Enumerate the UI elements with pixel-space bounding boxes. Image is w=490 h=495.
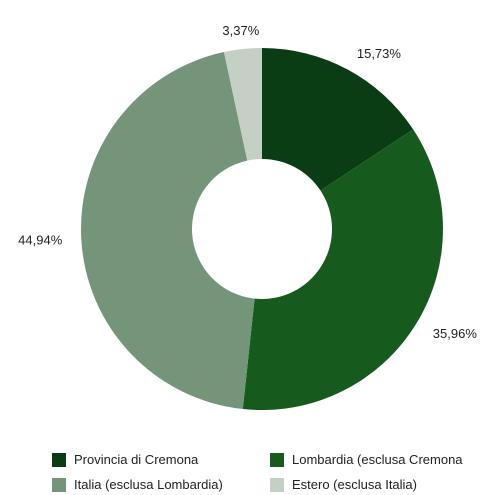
legend-item-lombardia[interactable]: Lombardia (esclusa Cremona [270,452,490,467]
legend-swatch-provincia-di-cremona [52,452,66,467]
legend: Provincia di Cremona Lombardia (esclusa … [52,452,490,492]
slice-estero[interactable] [223,48,262,161]
data-label-italia: 44,94% [18,233,63,248]
data-label-estero: 3,37% [222,23,259,38]
legend-label-provincia-di-cremona: Provincia di Cremona [74,452,199,467]
legend-swatch-estero [270,477,284,492]
donut-chart: 15,73% 35,96% 44,94% 3,37% [18,23,478,411]
slice-provincia-di-cremona[interactable] [262,48,414,191]
legend-item-italia[interactable]: Italia (esclusa Lombardia) [52,477,270,492]
legend-item-provincia-di-cremona[interactable]: Provincia di Cremona [52,452,270,467]
slice-lombardia[interactable] [242,129,443,411]
legend-label-estero: Estero (esclusa Italia) [292,477,417,492]
data-label-lombardia: 35,96% [433,326,478,341]
legend-label-italia: Italia (esclusa Lombardia) [74,477,223,492]
slice-italia[interactable] [80,52,255,409]
legend-label-lombardia: Lombardia (esclusa Cremona [292,452,463,467]
legend-swatch-italia [52,477,66,492]
legend-item-estero[interactable]: Estero (esclusa Italia) [270,477,490,492]
legend-swatch-lombardia [270,452,284,467]
data-label-provincia-di-cremona: 15,73% [357,46,402,61]
